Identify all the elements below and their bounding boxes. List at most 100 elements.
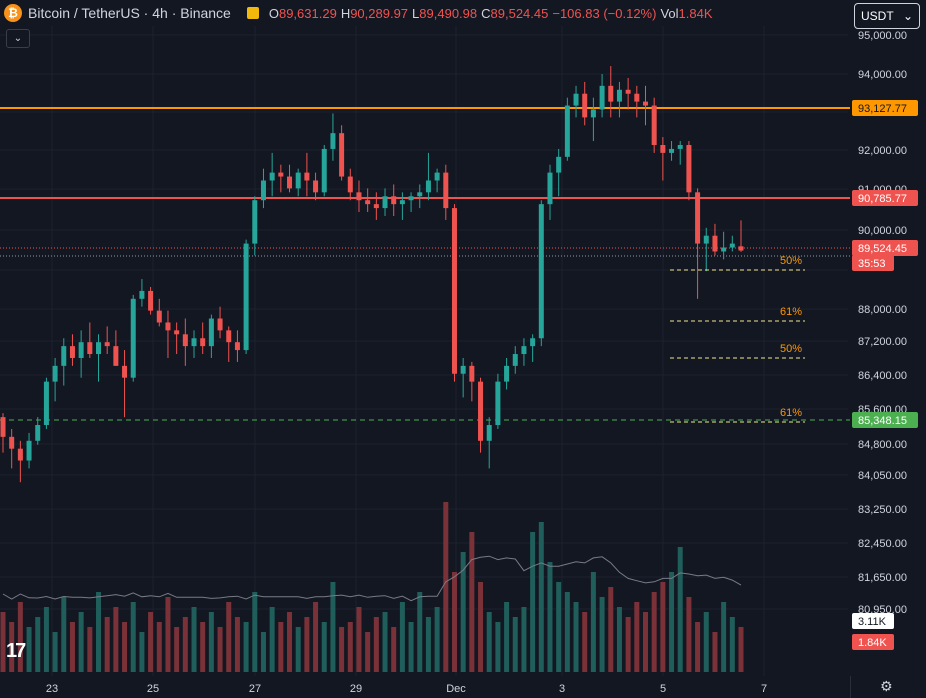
candle-body[interactable] (9, 436, 15, 449)
candle-body[interactable] (590, 109, 596, 118)
candle-body[interactable] (61, 346, 67, 366)
candle-body[interactable] (399, 200, 405, 205)
candle-body[interactable] (373, 204, 379, 209)
candle-body[interactable] (269, 172, 275, 181)
candle-body[interactable] (686, 144, 692, 193)
candle-body[interactable] (43, 381, 49, 426)
candle-body[interactable] (391, 196, 397, 205)
time-axis[interactable] (0, 676, 926, 698)
candle-body[interactable] (521, 346, 527, 355)
candle-body[interactable] (608, 85, 614, 102)
candle-body[interactable] (538, 204, 544, 339)
candle-body[interactable] (130, 298, 136, 378)
candle-body[interactable] (703, 235, 709, 244)
candle-body[interactable] (582, 93, 588, 118)
candle-body[interactable] (35, 425, 41, 441)
candle-body[interactable] (547, 172, 553, 205)
candle-body[interactable] (304, 172, 310, 181)
candle-body[interactable] (408, 196, 414, 201)
candle-body[interactable] (642, 101, 648, 106)
candle-body[interactable] (78, 342, 84, 358)
candle-body[interactable] (660, 144, 666, 153)
candle-body[interactable] (530, 338, 536, 347)
candle-body[interactable] (174, 330, 180, 335)
candle-body[interactable] (69, 346, 75, 358)
candle-body[interactable] (96, 342, 102, 355)
candle-body[interactable] (156, 310, 162, 323)
candle-body[interactable] (17, 448, 23, 461)
candle-body[interactable] (287, 176, 293, 189)
candle-body[interactable] (625, 89, 631, 94)
candle-body[interactable] (599, 85, 605, 110)
candle-body[interactable] (651, 105, 657, 145)
candle-body[interactable] (243, 243, 249, 351)
candle-body[interactable] (356, 192, 362, 201)
candle-body[interactable] (573, 93, 579, 106)
candle-body[interactable] (721, 247, 727, 252)
axis-divider (850, 676, 851, 698)
candle-body[interactable] (712, 235, 718, 252)
candle-body[interactable] (148, 290, 154, 311)
candle-body[interactable] (504, 365, 510, 382)
candle-body[interactable] (495, 381, 501, 426)
alert-icon[interactable] (246, 7, 259, 19)
candle-body[interactable] (26, 440, 32, 461)
volume-bar (156, 622, 162, 672)
volume-bar (729, 617, 735, 672)
candle-body[interactable] (616, 89, 622, 102)
candle-body[interactable] (564, 105, 570, 157)
candle-body[interactable] (0, 417, 6, 437)
tradingview-logo-icon[interactable]: 17 (6, 640, 26, 662)
open-key: O (268, 5, 279, 21)
candle-body[interactable] (104, 342, 110, 347)
candle-body[interactable] (425, 180, 431, 193)
candle-body[interactable] (347, 176, 353, 193)
candle-body[interactable] (226, 330, 232, 343)
candle-body[interactable] (113, 346, 119, 366)
candle-body[interactable] (738, 246, 744, 251)
symbol-title[interactable]: Bitcoin / TetherUS · 4h · Binance (28, 5, 231, 21)
candle-body[interactable] (217, 318, 223, 331)
candle-body[interactable] (695, 192, 701, 244)
candle-body[interactable] (52, 365, 58, 382)
candle-body[interactable] (512, 354, 518, 366)
candle-body[interactable] (313, 180, 319, 193)
candle-body[interactable] (139, 290, 145, 299)
candle-body[interactable] (669, 148, 675, 153)
candle-body[interactable] (200, 338, 206, 347)
candle-body[interactable] (365, 200, 371, 205)
candle-body[interactable] (208, 318, 214, 347)
candle-body[interactable] (469, 365, 475, 382)
candle-body[interactable] (87, 342, 93, 355)
gear-icon[interactable]: ⚙ (880, 678, 893, 694)
candle-body[interactable] (434, 172, 440, 181)
candle-body[interactable] (260, 180, 266, 201)
candle-body[interactable] (182, 334, 188, 347)
candle-body[interactable] (556, 156, 562, 173)
candle-body[interactable] (451, 208, 457, 374)
currency-selector[interactable]: USDT ⌄ (854, 3, 920, 29)
candle-body[interactable] (460, 365, 466, 374)
candle-body[interactable] (729, 243, 735, 248)
candle-body[interactable] (321, 148, 327, 193)
collapse-legend-button[interactable]: ⌄ (6, 29, 30, 48)
candle-body[interactable] (278, 172, 284, 177)
candle-body[interactable] (417, 192, 423, 197)
candle-body[interactable] (634, 93, 640, 102)
candle-body[interactable] (252, 200, 258, 244)
candle-body[interactable] (443, 172, 449, 209)
candle-body[interactable] (382, 196, 388, 209)
candle-body[interactable] (486, 425, 492, 441)
candle-body[interactable] (330, 133, 336, 149)
candle-body[interactable] (122, 365, 128, 378)
candle-body[interactable] (191, 338, 197, 347)
candle-body[interactable] (478, 381, 484, 441)
candle-body[interactable] (295, 172, 301, 189)
price-axis-label: 90,785.77 (858, 193, 907, 205)
candle-body[interactable] (234, 342, 240, 351)
candle-body[interactable] (165, 322, 171, 331)
candle-body[interactable] (677, 144, 683, 149)
candle-body[interactable] (339, 133, 345, 177)
